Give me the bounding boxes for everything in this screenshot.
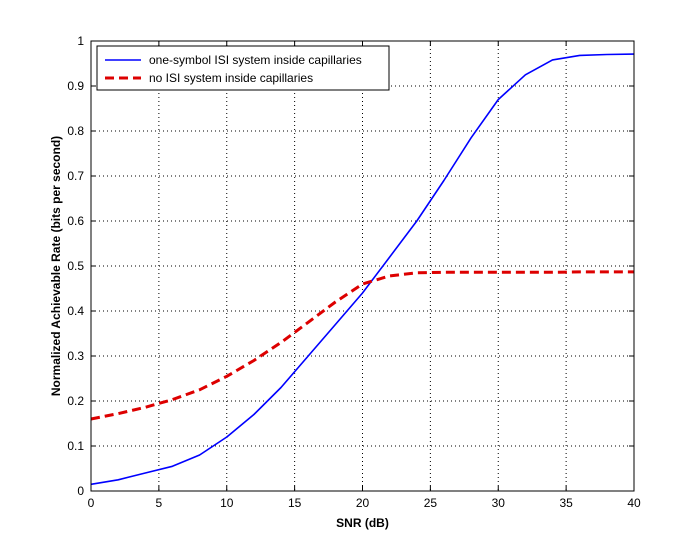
y-tick-label: 0.6 [67,214,84,228]
series-line-0 [90,53,635,486]
y-tick-label: 0.4 [67,304,84,318]
y-tick-label: 0.2 [67,394,84,408]
x-tick-label: 20 [356,496,370,510]
x-tick-label: 15 [288,496,302,510]
legend-box [96,45,390,91]
y-tick-label: 0.7 [67,169,84,183]
x-tick-label: 30 [492,496,506,510]
y-tick-label: 1 [77,34,84,48]
y-tick-label: 0.9 [67,79,84,93]
x-tick-label: 10 [220,496,234,510]
x-tick-label: 5 [156,496,163,510]
grid-layer [91,41,634,491]
y-tick-label: 0.8 [67,124,84,138]
y-tick-label: 0.1 [67,439,84,453]
series-layer [90,53,635,486]
x-axis-title: SNR (dB) [336,516,389,530]
legend-label-1: no ISI system inside capillaries [149,71,313,85]
tick-layer: 0 5 10 15 20 25 30 35 40 0 0.1 0.2 0.3 0.4 0.5 0.6 0.7 0.… [67,34,641,510]
legend-label-0: one-symbol ISI system inside capillaries [149,53,362,67]
x-tick-label: 40 [627,496,641,510]
y-tick-label: 0.5 [67,259,84,273]
y-axis-title: Normalized Achievable Rate (bits per sec… [49,136,63,396]
x-tick-label: 35 [559,496,573,510]
x-tick-label: 25 [424,496,438,510]
x-tick-label: 0 [88,496,95,510]
y-tick-label: 0 [77,484,84,498]
y-tick-label: 0.3 [67,349,84,363]
legend: one-symbol ISI system inside capillaries… [96,45,390,91]
